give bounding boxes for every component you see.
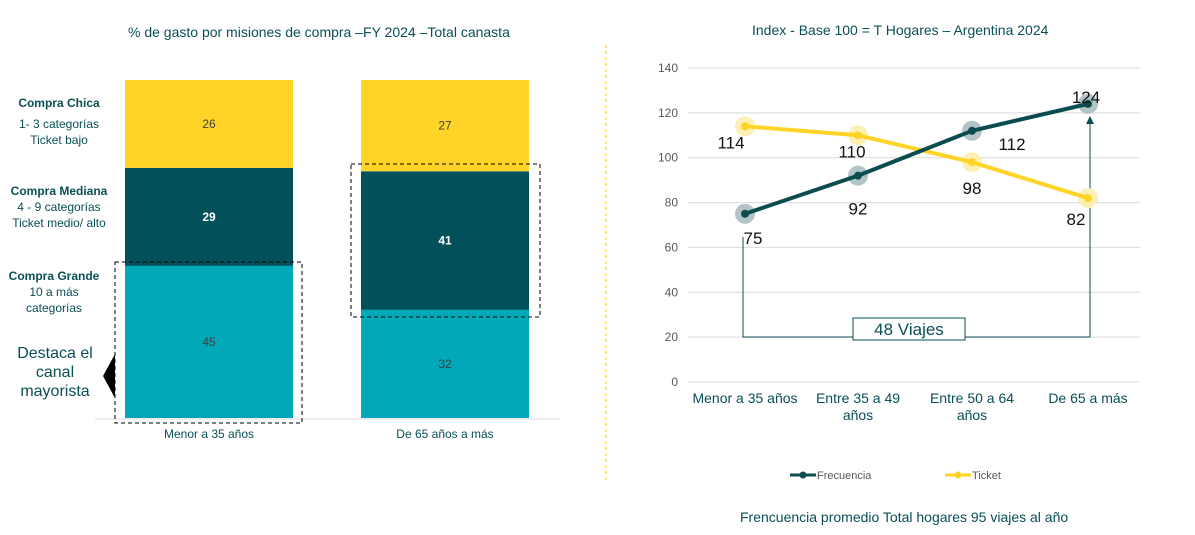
segment-desc: 4 - 9 categorías Ticket medio/ alto — [12, 200, 106, 230]
data-label: 26 — [202, 117, 216, 131]
data-point — [968, 126, 976, 135]
series-line — [744, 101, 1089, 216]
annotation-box — [852, 317, 966, 341]
data-label: 75 — [744, 229, 763, 248]
data-label: 27 — [438, 119, 452, 133]
arrow-up-icon — [1086, 116, 1094, 124]
data-label: 110 — [838, 142, 865, 161]
data-label: 82 — [1067, 210, 1086, 229]
legend-label: Frecuencia — [817, 470, 872, 482]
bar-segment — [125, 80, 293, 168]
legend-marker — [954, 471, 962, 479]
data-point — [1084, 194, 1092, 203]
segment-grande: Compra Grande 10 a más categorías — [0, 269, 108, 316]
data-label: 92 — [849, 200, 868, 219]
y-tick-label: 40 — [665, 285, 679, 299]
x-tick-label: años — [843, 407, 873, 423]
data-point — [854, 171, 862, 180]
data-label: 114 — [717, 133, 744, 152]
segment-label: Compra Chica — [18, 96, 100, 110]
data-point — [968, 158, 976, 167]
data-label: 32 — [438, 357, 452, 371]
data-point — [741, 122, 749, 131]
bar-segment — [361, 171, 529, 310]
bar-segment — [125, 265, 293, 418]
data-point — [854, 131, 862, 140]
footer-note: Frencuencia promedio Total hogares 95 vi… — [740, 509, 1069, 525]
y-tick-label: 80 — [665, 196, 679, 210]
segment-label: Compra Mediana — [10, 184, 108, 198]
data-point — [1084, 99, 1092, 108]
segment-desc: 10 a más categorías — [25, 285, 83, 315]
data-label: 112 — [998, 135, 1025, 154]
highlight-box — [114, 261, 303, 424]
x-tick-label: Entre 35 a 49 — [816, 390, 900, 406]
x-tick-label: años — [957, 407, 987, 423]
bar-segment — [125, 167, 293, 266]
segment-desc: 1- 3 categorías Ticket bajo — [18, 117, 100, 147]
x-tick-label: Menor a 35 años — [164, 427, 254, 441]
highlight-box — [350, 163, 541, 318]
data-label: 98 — [963, 179, 982, 198]
annotation-text: 48 Viajes — [874, 320, 944, 339]
x-tick-label: De 65 a más — [1048, 390, 1127, 406]
y-tick-label: 20 — [665, 330, 679, 344]
segment-mediana: Compra Mediana 4 - 9 categorías Ticket m… — [0, 184, 118, 231]
data-label: 29 — [202, 210, 216, 224]
series-line — [744, 124, 1089, 200]
right-chart-title: Index - Base 100 = T Hogares – Argentina… — [752, 22, 1049, 38]
legend-marker — [799, 471, 807, 479]
segment-chica: Compra Chica 1- 3 categorías Ticket bajo — [0, 96, 118, 148]
bar-segment — [361, 80, 529, 172]
y-tick-label: 100 — [658, 151, 678, 165]
y-tick-label: 140 — [658, 61, 678, 75]
y-tick-label: 120 — [658, 106, 678, 120]
data-label: 45 — [202, 335, 216, 349]
bar-segment — [361, 309, 529, 418]
callout-text: Destaca el canal mayorista — [17, 345, 93, 400]
data-label: 124 — [1072, 88, 1100, 107]
left-chart-title: % de gasto por misiones de compra –FY 20… — [128, 24, 510, 40]
legend-label: Ticket — [972, 470, 1001, 482]
data-label: 41 — [438, 234, 452, 248]
segment-label: Compra Grande — [8, 269, 100, 283]
y-tick-label: 0 — [671, 375, 678, 389]
y-tick-label: 60 — [665, 240, 679, 254]
callout-arrow-icon — [103, 354, 115, 398]
x-tick-label: Menor a 35 años — [692, 390, 797, 406]
data-point — [741, 209, 749, 218]
x-tick-label: Entre 50 a 64 — [930, 390, 1014, 406]
x-tick-label: De 65 años a más — [396, 427, 493, 441]
